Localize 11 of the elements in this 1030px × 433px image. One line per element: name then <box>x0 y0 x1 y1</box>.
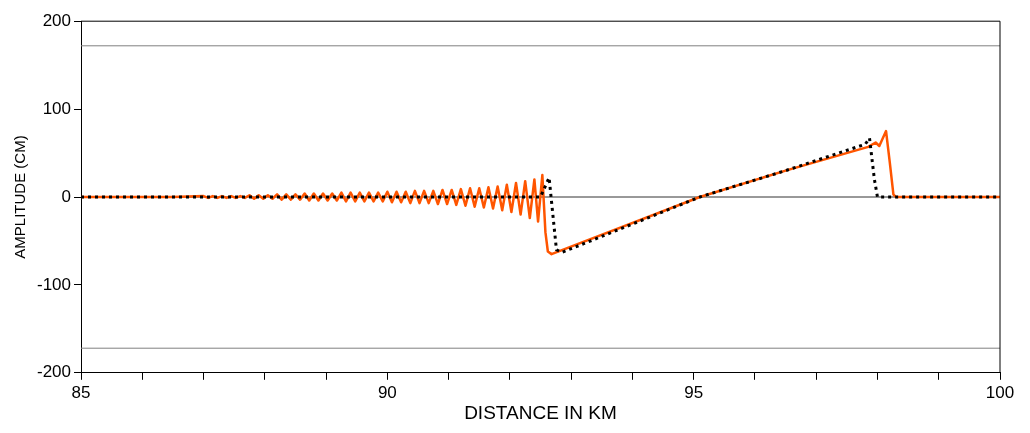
y-tick-label: -200 <box>36 362 72 382</box>
x-axis-title: DISTANCE IN KM <box>464 401 617 423</box>
y-axis-title: AMPLITUDE (CM) <box>11 135 29 259</box>
x-tick-label: 100 <box>985 382 1015 402</box>
y-tick-label: 200 <box>42 10 72 30</box>
x-tick-label: 95 <box>684 382 704 402</box>
y-tick-label: 100 <box>42 98 72 118</box>
y-tick-label: -100 <box>36 274 72 294</box>
x-tick-label: 90 <box>377 382 397 402</box>
x-tick-label: 85 <box>71 382 91 402</box>
y-tick-label: 0 <box>61 186 72 206</box>
